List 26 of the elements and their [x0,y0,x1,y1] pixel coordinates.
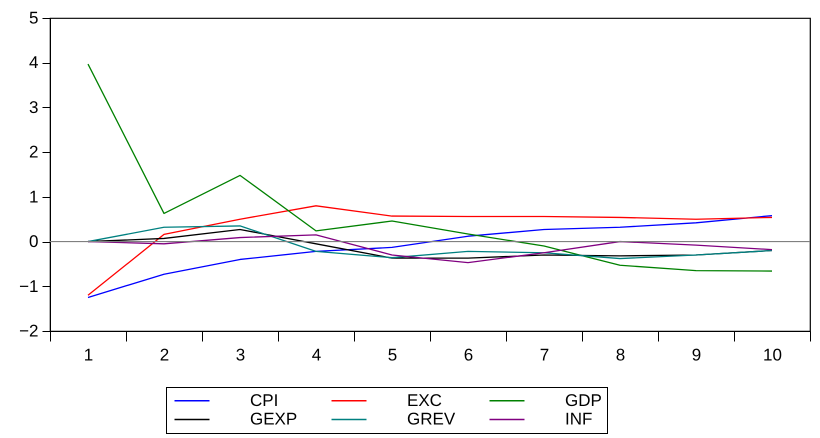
y-tick-label: −2 [19,322,38,340]
y-tick-label: 0 [29,232,38,252]
line-series [87,63,773,272]
x-tick-label: 7 [540,346,550,364]
x-tick-label: 9 [692,346,702,364]
y-tick-label: 1 [29,187,38,206]
x-tick-label: 4 [312,346,322,364]
legend-label: CPI [250,390,278,410]
line-series [87,234,773,264]
legend-label: GEXP [250,410,298,428]
y-tick-label: 3 [29,98,38,117]
legend-label: GDP [565,390,602,410]
x-tick-label: 3 [236,346,246,364]
y-tick-label: 4 [29,53,38,72]
legend-label: GREV [407,410,456,428]
legend-label: INF [565,410,592,428]
x-tick-label: 2 [160,346,170,364]
y-tick-label: 5 [29,8,38,28]
legend-label: EXC [407,390,442,410]
x-tick-label: 6 [464,346,474,364]
y-tick-label: −1 [19,276,38,296]
x-tick-label: 8 [616,346,626,364]
x-tick-label: 1 [84,346,94,364]
y-tick-label: 2 [29,142,38,162]
x-tick-label: 10 [763,346,782,364]
x-tick-label: 5 [388,346,398,364]
